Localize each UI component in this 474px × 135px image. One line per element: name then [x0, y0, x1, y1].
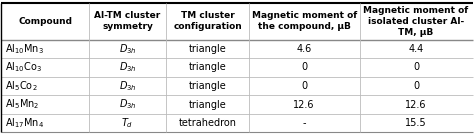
Bar	[89, 58, 166, 77]
Bar	[249, 40, 359, 58]
Text: $D_{3h}$: $D_{3h}$	[118, 60, 137, 74]
Bar	[249, 58, 359, 77]
Text: Al$_{17}$Mn$_4$: Al$_{17}$Mn$_4$	[5, 116, 45, 130]
Bar	[1, 114, 89, 132]
Bar	[1, 3, 89, 40]
Text: Magnetic moment of
isolated cluster Al-
TM, μB: Magnetic moment of isolated cluster Al- …	[364, 6, 469, 37]
Bar	[1, 95, 89, 114]
Bar	[359, 114, 473, 132]
Bar	[249, 114, 359, 132]
Text: triangle: triangle	[189, 44, 227, 54]
Bar	[1, 77, 89, 95]
Text: Compound: Compound	[18, 17, 72, 26]
Text: triangle: triangle	[189, 62, 227, 72]
Text: $D_{3h}$: $D_{3h}$	[118, 79, 137, 93]
Bar	[249, 3, 359, 40]
Bar	[166, 58, 249, 77]
Text: 4.4: 4.4	[409, 44, 424, 54]
Bar	[249, 77, 359, 95]
Bar	[89, 77, 166, 95]
Text: TM cluster
configuration: TM cluster configuration	[173, 11, 242, 31]
Bar	[89, 95, 166, 114]
Text: Magnetic moment of
the compound, μB: Magnetic moment of the compound, μB	[252, 11, 357, 31]
Bar	[359, 95, 473, 114]
Bar	[166, 114, 249, 132]
Text: 0: 0	[301, 81, 307, 91]
Bar	[166, 40, 249, 58]
Text: tetrahedron: tetrahedron	[179, 118, 237, 128]
Text: $T_d$: $T_d$	[121, 116, 134, 130]
Bar	[166, 95, 249, 114]
Text: 0: 0	[301, 62, 307, 72]
Bar	[249, 95, 359, 114]
Text: $D_{3h}$: $D_{3h}$	[118, 98, 137, 111]
Bar	[359, 58, 473, 77]
Text: Al$_{10}$Co$_3$: Al$_{10}$Co$_3$	[5, 60, 42, 74]
Text: 12.6: 12.6	[405, 99, 427, 109]
Text: 0: 0	[413, 62, 419, 72]
Bar	[89, 114, 166, 132]
Text: 4.6: 4.6	[297, 44, 312, 54]
Text: Al$_{10}$Mn$_3$: Al$_{10}$Mn$_3$	[5, 42, 44, 56]
Text: 15.5: 15.5	[405, 118, 427, 128]
Text: Al$_5$Co$_2$: Al$_5$Co$_2$	[5, 79, 38, 93]
Bar	[166, 3, 249, 40]
Text: triangle: triangle	[189, 81, 227, 91]
Bar	[1, 58, 89, 77]
Text: triangle: triangle	[189, 99, 227, 109]
Bar	[89, 40, 166, 58]
Bar	[359, 77, 473, 95]
Bar	[1, 40, 89, 58]
Text: -: -	[302, 118, 306, 128]
Text: 12.6: 12.6	[293, 99, 315, 109]
Bar	[359, 40, 473, 58]
Bar	[166, 77, 249, 95]
Text: Al$_5$Mn$_2$: Al$_5$Mn$_2$	[5, 98, 40, 111]
Bar	[89, 3, 166, 40]
Text: $D_{3h}$: $D_{3h}$	[118, 42, 137, 56]
Bar	[359, 3, 473, 40]
Text: Al-TM cluster
symmetry: Al-TM cluster symmetry	[94, 11, 161, 31]
Text: 0: 0	[413, 81, 419, 91]
